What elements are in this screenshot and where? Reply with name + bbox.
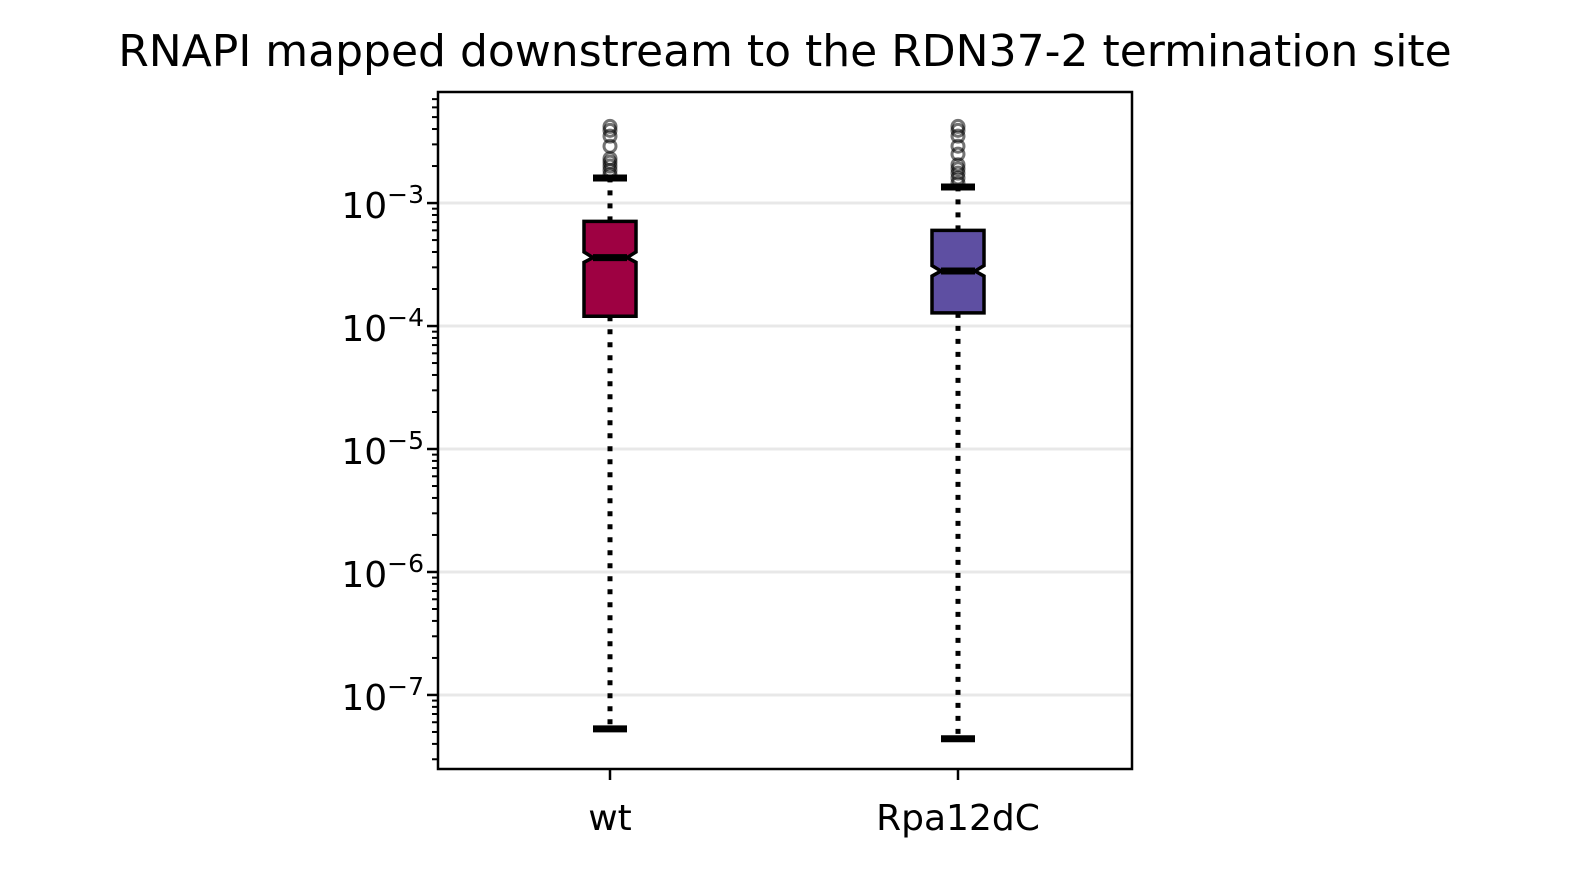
box-Rpa12dC	[930, 118, 986, 743]
y-tick-label: 10−4	[341, 303, 424, 350]
y-tick-exponent: −7	[387, 672, 424, 701]
y-tick-exponent: −3	[387, 180, 424, 209]
x-tick-label: Rpa12dC	[876, 798, 1040, 839]
y-tick-exponent: −4	[387, 303, 424, 332]
box-wt	[582, 118, 638, 733]
outlier-point	[950, 175, 966, 191]
outlier-point	[602, 138, 618, 154]
outlier-point	[950, 138, 966, 154]
y-tick-base: 10	[341, 555, 387, 596]
x-axis-ticks: wt Rpa12dC	[588, 769, 1040, 839]
y-tick-exponent: −5	[387, 426, 424, 455]
y-tick-exponent: −6	[387, 549, 424, 578]
outlier-point	[950, 118, 966, 134]
grid-lines	[438, 201, 1132, 697]
outlier-point	[950, 128, 966, 144]
y-tick-base: 10	[341, 186, 387, 227]
y-tick-label: 10−6	[341, 549, 424, 596]
y-tick-base: 10	[341, 309, 387, 350]
boxes	[582, 118, 986, 743]
box-body	[582, 219, 638, 319]
y-axis-ticks: 10−310−410−510−610−7	[341, 180, 438, 719]
x-tick-label: wt	[588, 798, 632, 839]
y-tick-base: 10	[341, 678, 387, 719]
chart-title: RNAPI mapped downstream to the RDN37-2 t…	[118, 26, 1452, 77]
y-tick-label: 10−3	[341, 180, 424, 227]
y-tick-label: 10−7	[341, 672, 424, 719]
outlier-point	[602, 128, 618, 144]
outlier-point	[602, 118, 618, 134]
y-tick-base: 10	[341, 432, 387, 473]
plot-frame	[436, 90, 1134, 771]
y-tick-label: 10−5	[341, 426, 424, 473]
outlier-point	[950, 146, 966, 162]
